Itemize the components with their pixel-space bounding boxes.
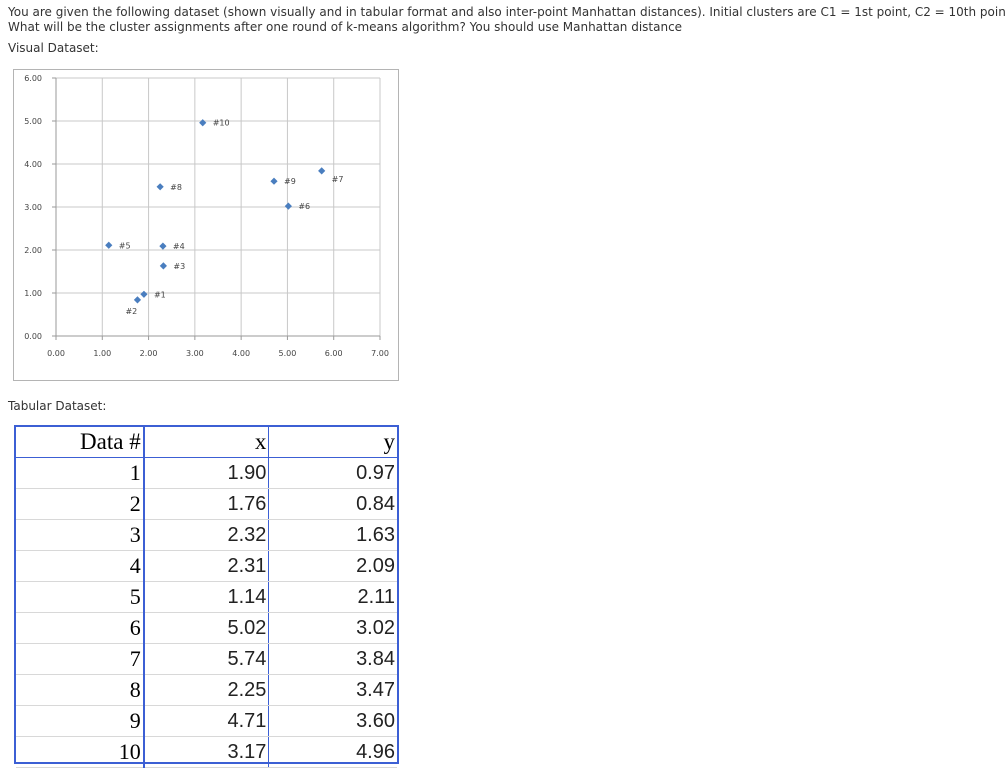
data-point-label: #3 [173,262,185,271]
data-point-marker [270,177,278,185]
data-point-marker [105,241,113,249]
cell-data-number: 1 [16,457,145,489]
data-point-label: #5 [119,241,131,250]
cell-x: 2.25 [143,674,269,706]
cell-y: 2.11 [268,581,397,613]
cell-data-number: 9 [16,705,145,737]
data-point-label: #7 [332,175,344,184]
data-point-label: #8 [170,183,182,192]
x-tick-label: 2.00 [140,349,158,358]
cell-x: 1.76 [143,488,269,520]
table-row: 6 5.02 3.02 [16,612,397,644]
cell-y: 3.02 [268,612,397,644]
cell-x: 2.31 [143,550,269,582]
x-tick-label: 1.00 [93,349,111,358]
table-row: 9 4.71 3.60 [16,705,397,737]
tabular-dataset-label: Tabular Dataset: [8,399,107,413]
cell-x: 5.74 [143,643,269,675]
data-point-marker [140,290,148,298]
data-point-label: #4 [173,242,185,251]
cell-y: 4.96 [268,736,397,768]
question-line-1: You are given the following dataset (sho… [8,5,1006,19]
cell-x: 1.14 [143,581,269,613]
table-header-row: Data # x y [16,427,397,458]
table-row: 5 1.14 2.11 [16,581,397,613]
table-row: 2 1.76 0.84 [16,488,397,520]
cell-data-number: 5 [16,581,145,613]
y-tick-label: 2.00 [24,246,42,255]
data-point-marker [159,262,167,270]
x-tick-label: 5.00 [279,349,297,358]
data-point-label: #1 [154,290,166,299]
x-tick-label: 4.00 [232,349,250,358]
cell-y: 0.97 [268,457,397,489]
y-tick-label: 3.00 [24,203,42,212]
cell-data-number: 2 [16,488,145,520]
data-point-marker [159,242,167,250]
cell-data-number: 10 [16,736,145,768]
y-tick-label: 5.00 [24,117,42,126]
y-tick-label: 1.00 [24,289,42,298]
dataset-table: Data # x y 1 1.90 0.97 2 1.76 0.84 3 2.32 1.63 4 2… [14,425,399,768]
y-tick-label: 0.00 [24,332,42,341]
table-row: 7 5.74 3.84 [16,643,397,675]
cell-y: 0.84 [268,488,397,520]
visual-dataset-label: Visual Dataset: [8,41,99,55]
header-y: y [268,427,397,458]
data-point-label: #9 [284,177,296,186]
cell-y: 3.84 [268,643,397,675]
data-point-marker [133,296,142,304]
cell-y: 1.63 [268,519,397,551]
x-tick-label: 6.00 [325,349,343,358]
data-point-label: #10 [213,119,230,128]
y-tick-label: 4.00 [24,160,42,169]
cell-y: 3.47 [268,674,397,706]
cell-y: 2.09 [268,550,397,582]
cell-x: 3.17 [143,736,269,768]
cell-x: 1.90 [143,457,269,489]
scatter-chart-svg: 0.00 1.00 2.00 3.00 4.00 5.00 6.00 0.00 1.00 2.00… [24,74,389,358]
data-point-marker [318,167,326,175]
cell-x: 4.71 [143,705,269,737]
header-data-number: Data # [16,427,145,458]
cell-x: 2.32 [143,519,269,551]
cell-x: 5.02 [143,612,269,644]
data-point-marker [156,183,164,191]
data-point-marker [199,119,207,127]
table-row: 1 1.90 0.97 [16,457,397,489]
cell-data-number: 8 [16,674,145,706]
question-line-2: What will be the cluster assignments aft… [8,20,683,34]
y-tick-label: 6.00 [24,74,42,83]
question-text: You are given the following dataset (sho… [8,5,1006,35]
table-row: 3 2.32 1.63 [16,519,397,551]
table-row: 10 3.17 4.96 [16,736,397,768]
cell-data-number: 3 [16,519,145,551]
cell-y: 3.60 [268,705,397,737]
data-point-marker [284,202,292,210]
table-row: 4 2.31 2.09 [16,550,397,582]
data-point-label: #6 [298,202,310,211]
cell-data-number: 7 [16,643,145,675]
x-tick-label: 3.00 [186,349,204,358]
cell-data-number: 6 [16,612,145,644]
table-row: 8 2.25 3.47 [16,674,397,706]
data-point-label: #2 [125,307,137,316]
cell-data-number: 4 [16,550,145,582]
x-tick-label: 0.00 [47,349,65,358]
x-tick-label: 7.00 [371,349,389,358]
scatter-chart: 0.00 1.00 2.00 3.00 4.00 5.00 6.00 0.00 1.00 2.00… [13,69,399,381]
header-x: x [143,427,269,458]
